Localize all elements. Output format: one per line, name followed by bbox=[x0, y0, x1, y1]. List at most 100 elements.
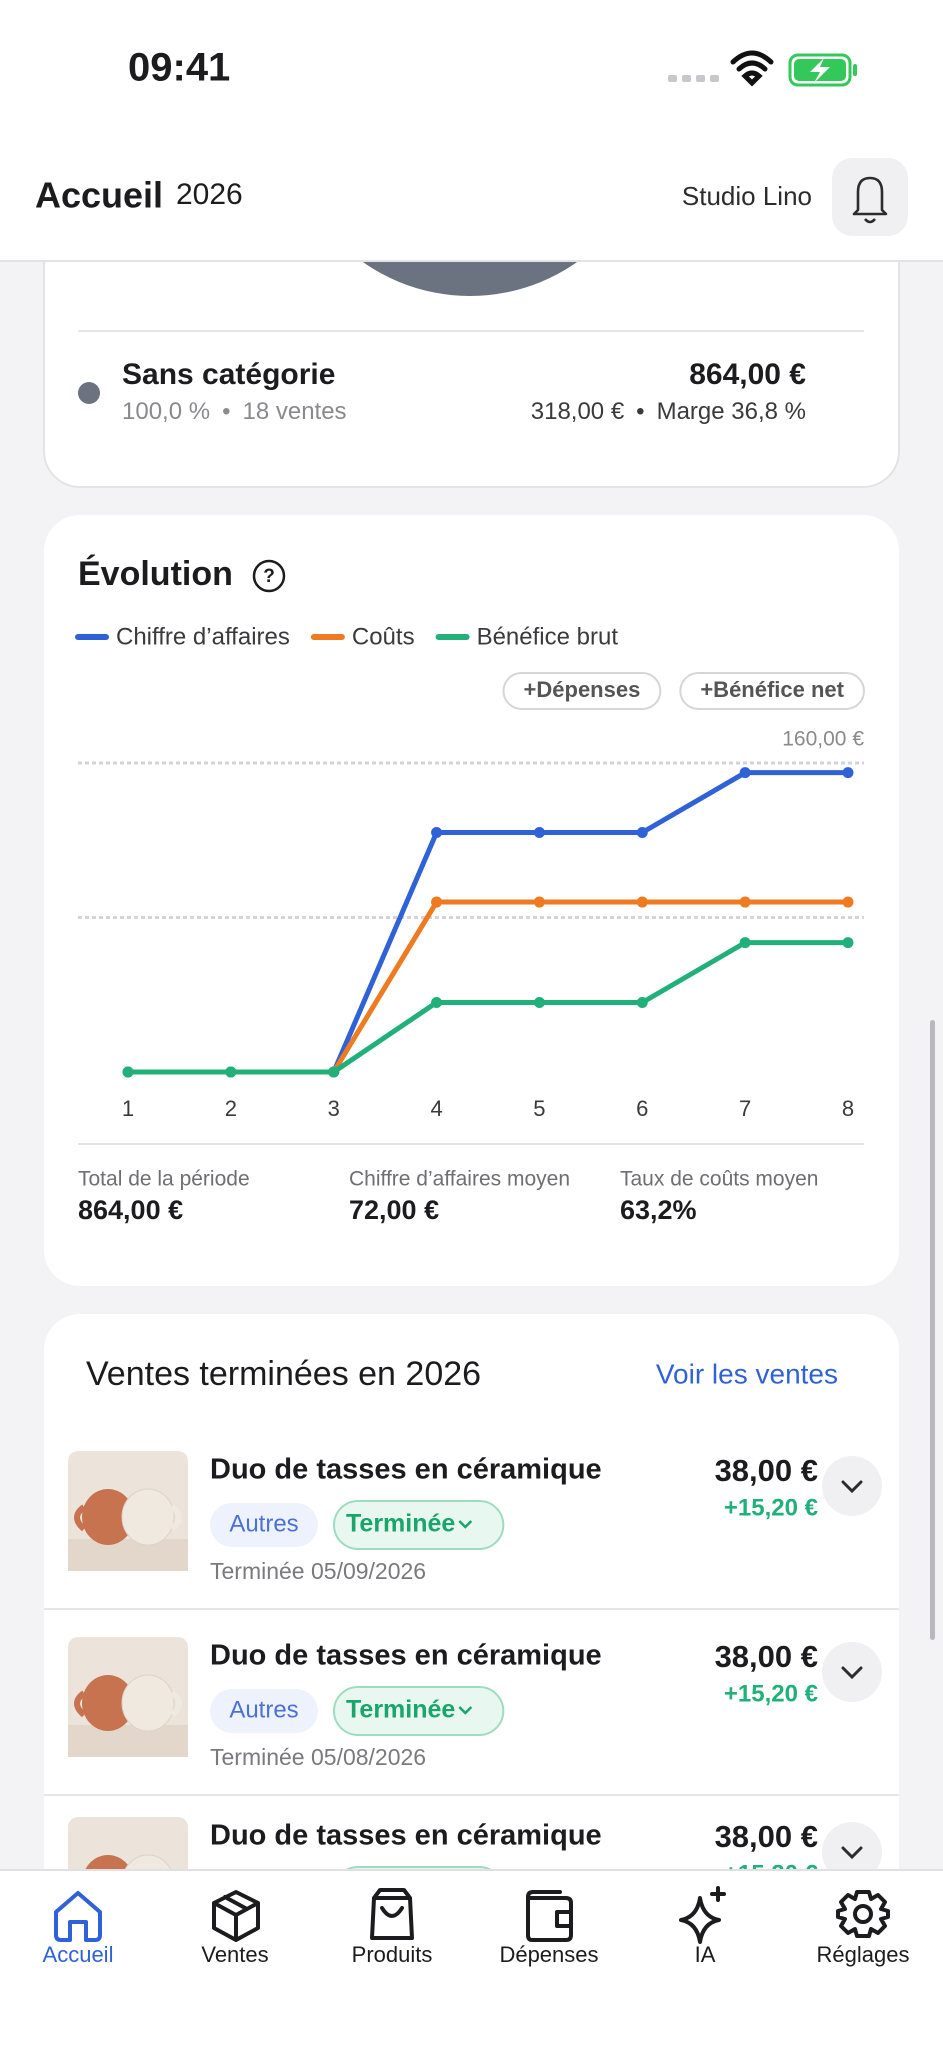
x-tick-label: 7 bbox=[739, 1096, 751, 1121]
stat-label: Taux de coûts moyen bbox=[620, 1168, 818, 1191]
data-point bbox=[739, 896, 751, 908]
data-point bbox=[739, 767, 751, 779]
status-tag-bg[interactable] bbox=[333, 1686, 505, 1736]
tab-label[interactable]: Produits bbox=[352, 1942, 433, 1967]
sale-price: 38,00 € bbox=[715, 1639, 818, 1674]
category-amount: 864,00 € bbox=[689, 358, 806, 391]
tab-icon-sparkle[interactable] bbox=[679, 1886, 726, 1944]
sale-price: 38,00 € bbox=[715, 1819, 818, 1854]
tab-icon-gear[interactable] bbox=[836, 1890, 890, 1938]
x-tick-label: 6 bbox=[636, 1096, 648, 1121]
bell-button-bg[interactable] bbox=[832, 158, 908, 236]
x-tick-label: 5 bbox=[533, 1096, 545, 1121]
x-tick-label: 3 bbox=[328, 1096, 340, 1121]
sale-date: Terminée 05/09/2026 bbox=[210, 1558, 426, 1584]
tab-label[interactable]: Ventes bbox=[201, 1942, 268, 1967]
category-cost: 318,00 € bbox=[531, 398, 625, 425]
status-time: 09:41 bbox=[128, 46, 230, 90]
expand-chevron[interactable] bbox=[841, 1666, 863, 1680]
x-tick-label: 1 bbox=[122, 1096, 134, 1121]
bell-icon[interactable] bbox=[852, 176, 888, 224]
series-line bbox=[128, 940, 848, 1075]
toggle-button[interactable] bbox=[679, 672, 865, 710]
stat-value: 864,00 € bbox=[78, 1195, 183, 1225]
sale-row[interactable]: Duo de tasses en céramique Autres Terminée… bbox=[44, 1451, 899, 1610]
stat-value: 72,00 € bbox=[349, 1195, 439, 1225]
data-point bbox=[533, 996, 545, 1008]
expand-chevron[interactable] bbox=[841, 1846, 863, 1860]
scroll-indicator bbox=[930, 1020, 935, 1640]
sale-profit: +15,20 € bbox=[724, 1494, 818, 1521]
status-chevron[interactable] bbox=[458, 1520, 473, 1529]
chart: Chiffre d’affaires Coûts Bénéfice brut +Bén… bbox=[75, 623, 865, 1225]
data-point bbox=[636, 896, 648, 908]
tab-icon-home[interactable] bbox=[54, 1891, 102, 1942]
status-tag[interactable]: Terminée bbox=[346, 1510, 455, 1538]
category-dot bbox=[78, 382, 100, 404]
help-button[interactable]: ? bbox=[252, 559, 286, 593]
signal-bar bbox=[668, 75, 677, 82]
category-cost-margin: 318,00 € • Marge 36,8 % bbox=[531, 398, 806, 425]
sale-date: Terminée 05/08/2026 bbox=[210, 1744, 426, 1770]
category-margin: Marge 36,8 % bbox=[657, 398, 806, 425]
help-glyph[interactable]: ? bbox=[263, 566, 275, 587]
battery-frame bbox=[788, 53, 852, 87]
tab-icon-bag[interactable] bbox=[370, 1888, 414, 1940]
tab-icon-gear-center[interactable] bbox=[853, 1904, 873, 1924]
header bbox=[0, 0, 943, 261]
tab-label[interactable]: Accueil bbox=[43, 1942, 114, 1967]
charging-bolt bbox=[810, 58, 830, 83]
header-title: Accueil bbox=[35, 175, 163, 216]
sales-card bbox=[44, 1314, 899, 2014]
signal-icon bbox=[668, 75, 719, 82]
tab-label[interactable]: Dépenses bbox=[499, 1942, 598, 1967]
expand-button[interactable] bbox=[822, 1456, 882, 1516]
expand-button[interactable] bbox=[822, 1822, 882, 1882]
mug-handle bbox=[74, 1504, 87, 1532]
data-point bbox=[328, 1066, 340, 1078]
status-chevron[interactable] bbox=[458, 1706, 473, 1715]
category-tag-bg bbox=[210, 1503, 318, 1547]
notification-button[interactable] bbox=[832, 158, 908, 236]
signal-bar bbox=[682, 75, 691, 82]
mug-handle bbox=[169, 1504, 182, 1532]
tab-icon-box[interactable] bbox=[212, 1890, 260, 1942]
header-year[interactable]: 2026 bbox=[176, 178, 243, 211]
mug-handle bbox=[169, 1690, 182, 1718]
legend-label: Coûts bbox=[352, 623, 415, 650]
category-tag-bg bbox=[210, 1689, 318, 1733]
category-name: Sans catégorie bbox=[122, 358, 335, 391]
toggle-button-label[interactable]: +Dépenses bbox=[524, 677, 641, 702]
wifi-icon bbox=[730, 50, 774, 87]
data-point bbox=[122, 1066, 134, 1078]
expand-chevron[interactable] bbox=[841, 1480, 863, 1494]
data-point bbox=[842, 767, 854, 779]
mug bbox=[82, 1489, 134, 1545]
x-tick-label: 4 bbox=[430, 1096, 442, 1121]
category-meta: 100,0 % • 18 ventes bbox=[122, 398, 347, 425]
status-tag[interactable]: Terminée bbox=[346, 1696, 455, 1724]
data-point bbox=[636, 996, 648, 1008]
tab-labels: Accueil Ventes Produits Dépenses IA Réglages bbox=[43, 1942, 910, 1967]
signal-bar bbox=[696, 75, 705, 82]
stat-value: 63,2% bbox=[620, 1195, 697, 1225]
tab-icon-wallet[interactable] bbox=[526, 1890, 573, 1942]
toggle-button[interactable] bbox=[502, 672, 662, 710]
category-share: 100,0 % bbox=[122, 398, 210, 425]
help-icon[interactable] bbox=[252, 559, 286, 593]
status-tag-bg[interactable] bbox=[333, 1500, 505, 1550]
tab-label[interactable]: Réglages bbox=[817, 1942, 910, 1967]
stat-label: Chiffre d’affaires moyen bbox=[349, 1168, 570, 1191]
data-point bbox=[431, 996, 443, 1008]
data-point bbox=[842, 937, 854, 949]
expand-button[interactable] bbox=[822, 1642, 882, 1702]
tab-label[interactable]: IA bbox=[695, 1942, 716, 1967]
product-image-table bbox=[68, 1539, 188, 1571]
toggle-button-label[interactable]: +Bénéfice net bbox=[700, 677, 844, 702]
sale-row[interactable]: Duo de tasses en céramique Autres Terminée… bbox=[44, 1637, 899, 1796]
data-point bbox=[739, 937, 751, 949]
x-tick-label: 2 bbox=[225, 1096, 237, 1121]
sales-link[interactable]: Voir les ventes bbox=[656, 1358, 838, 1389]
legend-label: Bénéfice brut bbox=[477, 623, 619, 650]
category-tag: Autres bbox=[229, 1510, 298, 1537]
